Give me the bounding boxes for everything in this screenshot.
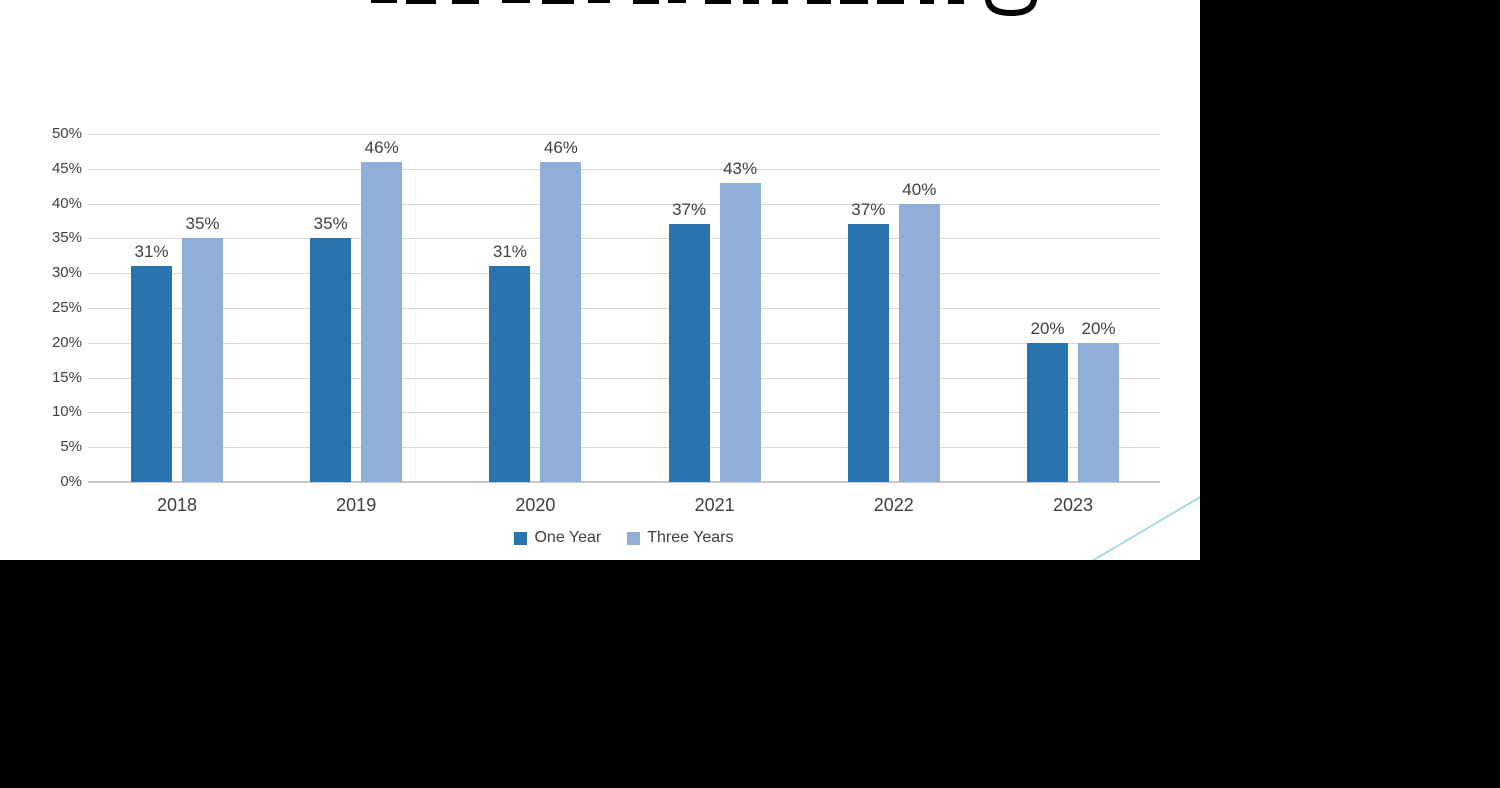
cropped-title-fragments (371, 0, 1037, 17)
x-tick-label-2023: 2023 (1052, 495, 1094, 515)
bar-data-label: 35% (313, 214, 348, 234)
y-tick-label: 25% (51, 299, 82, 316)
bar-one-year-2019 (310, 238, 352, 482)
x-axis-line (88, 481, 1160, 483)
bar-three-years-2018 (182, 238, 223, 482)
y-tick-label: 45% (51, 159, 82, 177)
bar-data-label: 31% (492, 242, 527, 262)
legend-label: Three Years (647, 529, 734, 546)
bar-one-year-2020 (489, 266, 531, 482)
bar-data-label: 37% (672, 200, 707, 220)
y-tick-label: 0% (60, 473, 82, 490)
x-tick-label-2022: 2022 (873, 495, 914, 515)
gridline (88, 238, 1160, 240)
bar-data-label: 31% (134, 242, 169, 262)
bar-one-year-2021 (668, 224, 710, 482)
bar-one-year-2023 (1027, 342, 1068, 482)
gridline (88, 168, 1160, 170)
legend-label: One Year (534, 529, 602, 546)
bar-one-year-2022 (847, 224, 889, 482)
gridline (88, 273, 1160, 275)
bar-three-years-2023 (1078, 342, 1119, 482)
y-tick-label: 40% (51, 194, 82, 212)
gridline (88, 342, 1160, 344)
y-tick-label: 5% (60, 438, 82, 456)
x-tick-label-2021: 2021 (694, 495, 735, 515)
gridline (88, 308, 1160, 309)
bar-data-label: 46% (543, 137, 578, 157)
y-tick-label: 20% (51, 333, 82, 351)
bar-three-years-2022 (898, 203, 940, 482)
gridline (88, 412, 1160, 414)
gridline (88, 134, 1160, 135)
legend-swatch-icon (627, 531, 641, 545)
bar-data-label: 35% (185, 214, 220, 234)
x-tick-label-2020: 2020 (515, 495, 556, 515)
y-tick-label: 10% (51, 403, 82, 421)
bar-data-label: 37% (851, 200, 886, 220)
y-tick-label: 30% (51, 264, 82, 282)
legend-item-three-years: Three Years (627, 529, 734, 547)
bar-data-label: 20% (1030, 318, 1065, 338)
bar-data-label: 43% (723, 158, 758, 178)
legend-item-one-year: One Year (514, 529, 601, 547)
letterbox-right (1200, 0, 1500, 788)
gridline (88, 447, 1160, 449)
y-tick-label: 50% (51, 125, 82, 142)
bar-three-years-2020 (540, 161, 582, 482)
gridline (88, 203, 1160, 205)
bar-data-label: 46% (364, 137, 399, 157)
x-tick-label-2018: 2018 (156, 495, 198, 515)
chart-legend: One Year Three Years (88, 527, 1160, 549)
bar-data-label: 40% (902, 179, 937, 199)
bar-chart: 0% 5% 10% 15% 20% 25% 30% 35% 40% 45% 50% 31% 35% 201… (51, 125, 1160, 515)
gridline (88, 377, 1160, 379)
x-tick-label-2019: 2019 (336, 495, 377, 515)
letterbox-bottom (0, 560, 1200, 788)
bar-three-years-2021 (719, 182, 761, 482)
bar-three-years-2019 (361, 161, 403, 482)
bar-one-year-2018 (131, 266, 172, 482)
y-tick-label: 35% (51, 229, 82, 247)
title-descender-g (985, 0, 1037, 17)
bar-data-label: 20% (1081, 318, 1116, 338)
legend-swatch-icon (514, 531, 528, 545)
y-tick-label: 15% (51, 368, 82, 386)
